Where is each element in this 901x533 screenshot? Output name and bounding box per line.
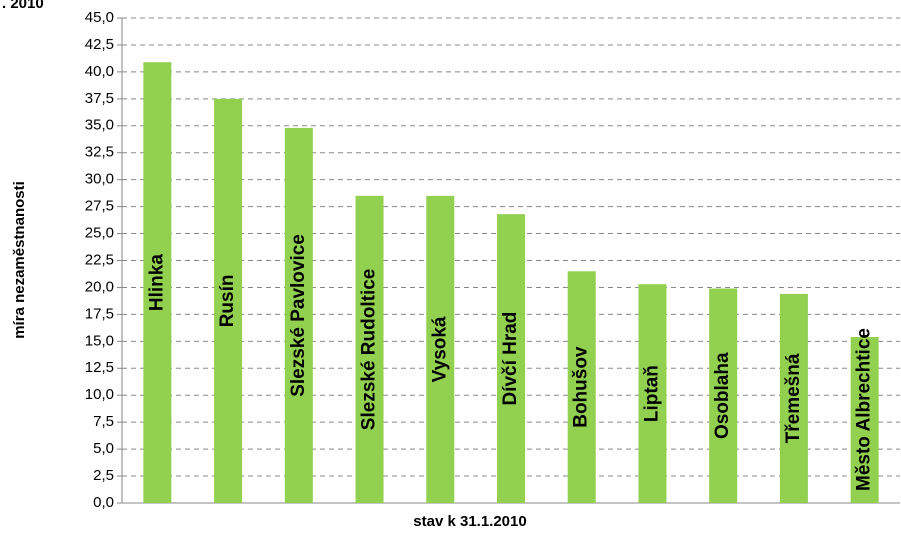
category-label: Třemešná bbox=[783, 353, 804, 443]
y-tick-label: 17,5 bbox=[85, 305, 114, 322]
category-label: Dívčí Hrad bbox=[500, 312, 521, 406]
y-tick-label: 27,5 bbox=[85, 198, 114, 215]
bar bbox=[143, 62, 172, 503]
y-tick-label: 0,0 bbox=[93, 494, 114, 511]
category-label: Osoblaha bbox=[712, 352, 733, 439]
y-tick-label: 25,0 bbox=[85, 225, 114, 242]
y-tick-label: 32,5 bbox=[85, 144, 114, 161]
bar bbox=[709, 288, 738, 503]
y-tick-label: 10,0 bbox=[85, 386, 114, 403]
category-label: Rusín bbox=[217, 275, 238, 328]
x-axis-label: stav k 31.1.2010 bbox=[413, 513, 526, 530]
bar bbox=[779, 293, 808, 503]
bar bbox=[850, 337, 879, 503]
y-tick-label: 37,5 bbox=[85, 90, 114, 107]
chart-title: . 2010 bbox=[2, 0, 44, 12]
category-label: Vysoká bbox=[429, 316, 450, 382]
y-tick-label: 45,0 bbox=[85, 9, 114, 26]
y-tick-label: 7,5 bbox=[93, 413, 114, 430]
y-tick-label: 5,0 bbox=[93, 440, 114, 457]
y-axis-label: míra nezaměstnanosti bbox=[11, 181, 28, 339]
bar bbox=[426, 195, 455, 504]
bar bbox=[497, 214, 525, 503]
category-label: Slezské Rudoltice bbox=[359, 269, 380, 431]
y-tick-label: 30,0 bbox=[85, 171, 114, 188]
y-tick-label: 12,5 bbox=[85, 359, 114, 376]
category-label: Bohušov bbox=[571, 346, 592, 428]
category-label: Slezské Pavlovice bbox=[288, 234, 309, 397]
y-tick-label: 42,5 bbox=[85, 36, 114, 53]
category-label: Liptaň bbox=[641, 365, 662, 422]
category-label: Město Albrechtice bbox=[854, 328, 875, 491]
y-tick-label: 40,0 bbox=[85, 63, 114, 80]
bar bbox=[355, 195, 384, 504]
y-tick-label: 15,0 bbox=[85, 332, 114, 349]
bar bbox=[567, 271, 596, 503]
bar bbox=[284, 127, 313, 503]
category-label: Hlinka bbox=[146, 254, 167, 311]
y-tick-label: 22,5 bbox=[85, 251, 114, 268]
y-tick-label: 2,5 bbox=[93, 467, 114, 484]
bar bbox=[638, 284, 667, 503]
bar bbox=[214, 98, 243, 503]
y-tick-label: 20,0 bbox=[85, 278, 114, 295]
y-tick-label: 35,0 bbox=[85, 117, 114, 134]
